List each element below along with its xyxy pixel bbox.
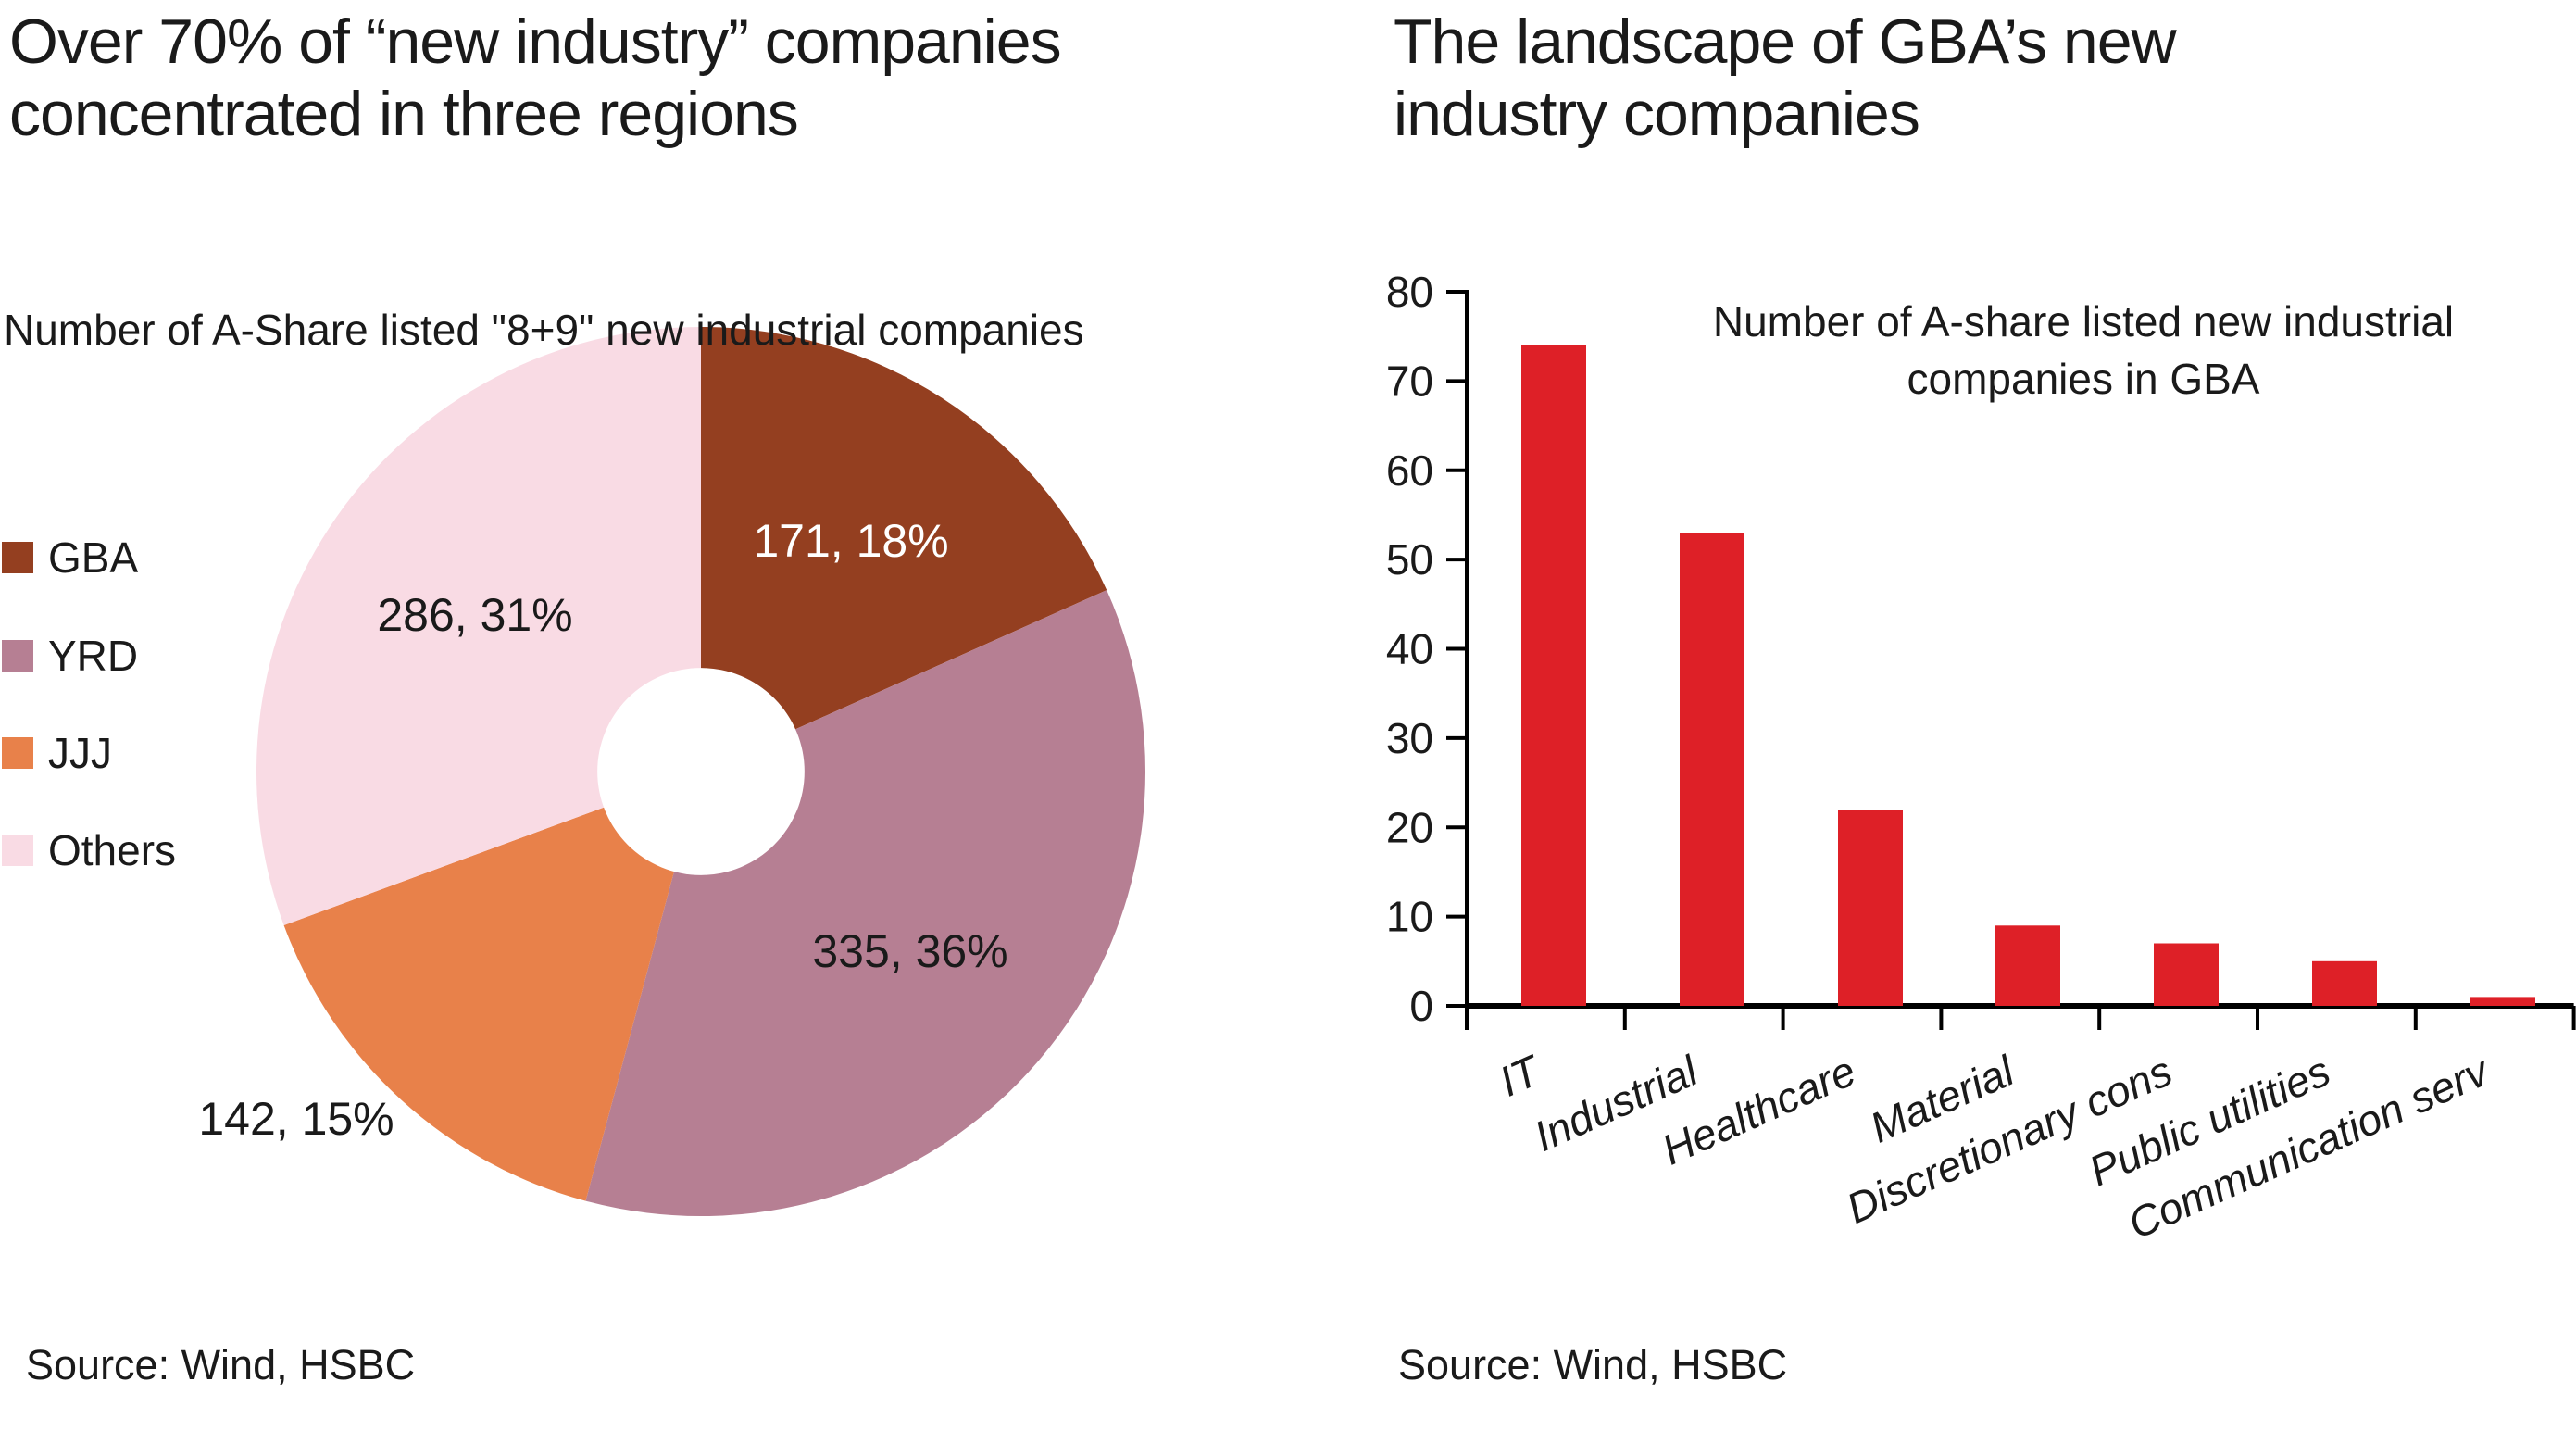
bar-chart-title: Number of A-share listed new industrial … — [1574, 293, 2576, 408]
y-axis-label-30: 30 — [1386, 714, 1433, 762]
pie-chart-subtitle: Number of A-Share listed "8+9" new indus… — [4, 306, 1084, 354]
y-axis-label-50: 50 — [1386, 535, 1433, 584]
y-axis-label-0: 0 — [1409, 982, 1433, 1030]
pie-label-jjj: 142, 15% — [198, 1093, 394, 1145]
pie-label-yrd: 335, 36% — [812, 925, 1007, 977]
y-axis-label-40: 40 — [1386, 625, 1433, 673]
legend-label-others: Others — [48, 826, 177, 874]
right-panel-title-line2: industry companies — [1394, 79, 1920, 149]
pie-label-others: 286, 31% — [377, 589, 572, 641]
pie-slice-jjj — [283, 772, 701, 1201]
y-axis-label-10: 10 — [1386, 893, 1433, 941]
bar-healthcare — [1838, 810, 1903, 1006]
legend-label-jjj: JJJ — [48, 729, 112, 777]
legend-item-yrd: YRD — [2, 631, 138, 681]
right-panel-title-line1: The landscape of GBA’s new — [1394, 6, 2177, 77]
pie-slice-gba — [701, 327, 1107, 772]
bar-public-utilities — [2312, 960, 2377, 1006]
legend-item-others: Others — [2, 825, 176, 875]
legend-swatch-gba — [2, 542, 33, 573]
legend-label-gba: GBA — [48, 533, 139, 582]
legend-swatch-yrd — [2, 640, 33, 672]
y-axis-label-70: 70 — [1386, 357, 1433, 405]
pie-slice-others — [256, 327, 701, 925]
y-axis-label-20: 20 — [1386, 803, 1433, 851]
legend-label-yrd: YRD — [48, 632, 139, 680]
donut-hole — [597, 668, 805, 875]
legend-swatch-jjj — [2, 737, 33, 769]
right-source: Source: Wind, HSBC — [1398, 1341, 1788, 1388]
bar-communication-serv — [2470, 997, 2535, 1006]
bar-chart-title-line1: Number of A-share listed new industrial — [1712, 297, 2455, 345]
y-axis-label-80: 80 — [1386, 268, 1433, 316]
left-source: Source: Wind, HSBC — [26, 1341, 416, 1388]
bar-material — [1995, 925, 2060, 1006]
left-panel-title-line1: Over 70% of “new industry” companies — [9, 6, 1062, 77]
bar-it — [1521, 345, 1586, 1006]
bar-chart-title-line2: companies in GBA — [1907, 355, 2260, 403]
y-axis-label-60: 60 — [1386, 446, 1433, 495]
bar-industrial — [1680, 533, 1744, 1006]
legend-item-gba: GBA — [2, 533, 138, 583]
x-axis-category-it: IT — [1493, 1045, 1549, 1105]
pie-slice-yrd — [585, 590, 1146, 1217]
left-panel-title: Over 70% of “new industry” companies con… — [9, 6, 1306, 150]
bar-discretionary-cons — [2154, 943, 2219, 1006]
legend-swatch-others — [2, 835, 33, 866]
right-panel-title: The landscape of GBA’s new industry comp… — [1394, 6, 2551, 150]
pie-label-gba: 171, 18% — [753, 515, 948, 567]
left-panel-title-line2: concentrated in three regions — [9, 79, 799, 149]
legend-item-jjj: JJJ — [2, 728, 112, 778]
